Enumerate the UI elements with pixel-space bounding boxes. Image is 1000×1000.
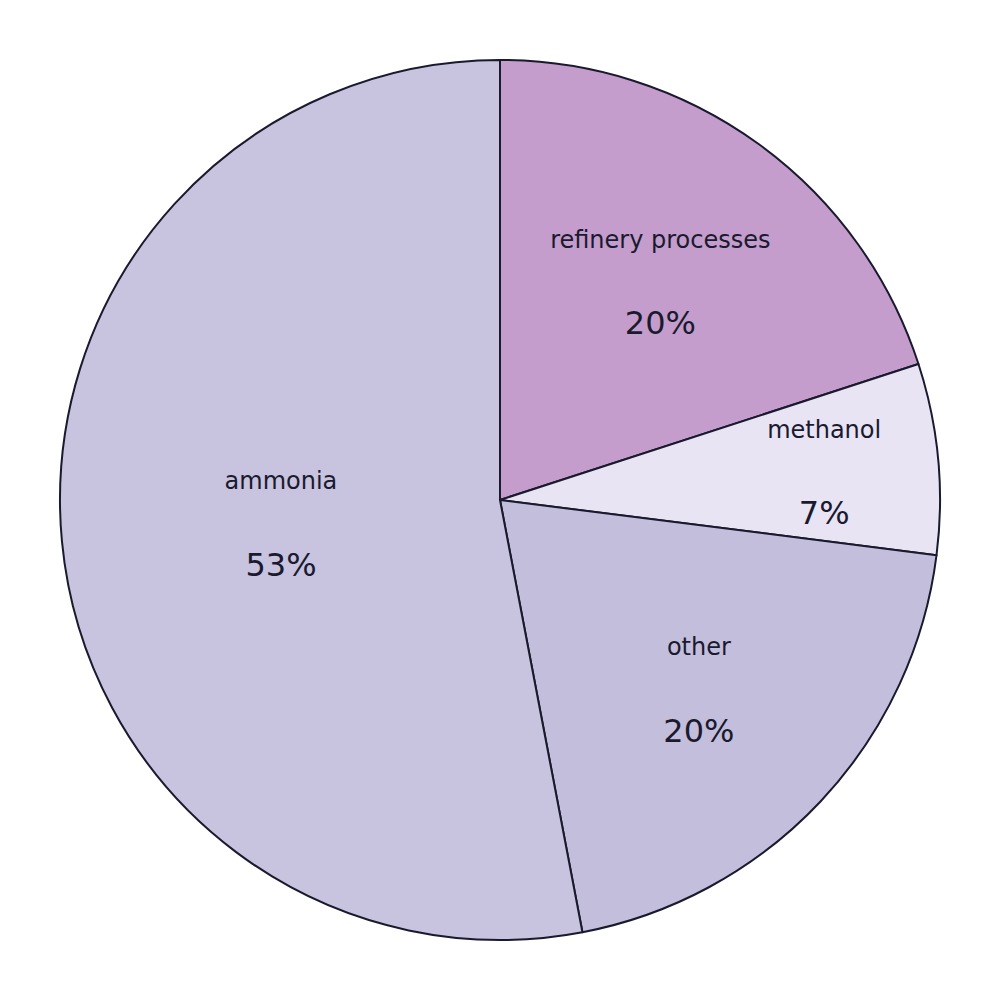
slices	[60, 60, 940, 940]
slice-value-label: 20%	[663, 712, 734, 750]
pie-slice	[60, 60, 582, 940]
chart-container: refinery processes 20% methanol 7% other 20% a…	[0, 0, 1000, 1000]
pie-chart: refinery processes 20% methanol 7% other 20% a…	[0, 0, 1000, 1000]
slice-value-label: 20%	[625, 304, 696, 342]
slice-value-label: 53%	[245, 546, 316, 584]
slice-label: ammonia	[225, 467, 338, 495]
slice-value-label: 7%	[799, 494, 850, 532]
labels: refinery processes 20% methanol 7% other 20% a…	[225, 226, 882, 750]
slice-label: refinery processes	[550, 226, 770, 254]
slice-label: other	[667, 633, 731, 661]
slice-label: methanol	[767, 416, 881, 444]
